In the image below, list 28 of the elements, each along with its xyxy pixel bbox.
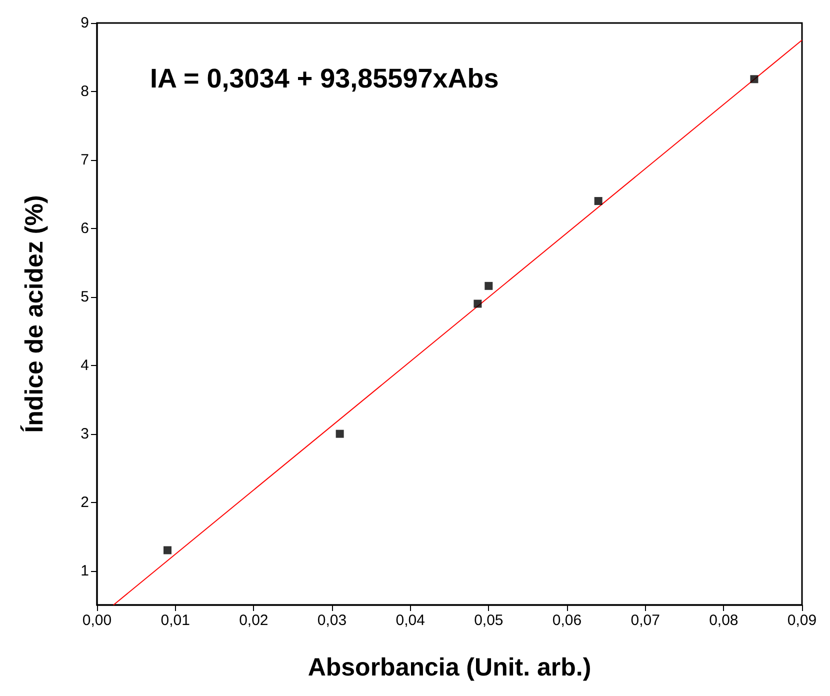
point	[750, 75, 758, 84]
y-tick-label: 2	[80, 494, 89, 511]
x-tick-label: 0,00	[82, 612, 112, 629]
x-tick-label: 0,01	[160, 612, 190, 629]
y-tick-label: 6	[80, 220, 89, 237]
y-tick-label: 7	[80, 151, 89, 168]
point	[484, 282, 493, 290]
annotation: IA = 0,3034 + 93,85597xAbs	[150, 64, 499, 94]
y-tick-label: 8	[80, 82, 89, 100]
x-tick-label: 0,08	[709, 612, 738, 629]
y-tick-label: 1	[80, 562, 89, 580]
x-axis-title: Absorbancia (Unit. arb.)	[308, 654, 592, 682]
x-tick-label: 0,06	[552, 612, 582, 629]
x-tick-label: 0,02	[239, 612, 268, 629]
point	[164, 546, 172, 554]
point	[594, 197, 602, 206]
y-tick-label: 9	[80, 14, 89, 32]
y-axis-title: Índice de acidez (%)	[20, 195, 48, 433]
y-tick-label: 3	[80, 425, 89, 442]
x-tick-label: 0,03	[317, 612, 347, 629]
point	[474, 300, 482, 308]
x-tick-label: 0,09	[787, 612, 817, 629]
x-tick-label: 0,04	[396, 612, 425, 629]
y-tick-label: 4	[80, 356, 89, 374]
y-tick-label: 5	[80, 288, 89, 306]
x-tick-label: 0,07	[630, 612, 660, 629]
x-tick-label: 0,05	[474, 612, 504, 629]
point	[336, 430, 344, 438]
